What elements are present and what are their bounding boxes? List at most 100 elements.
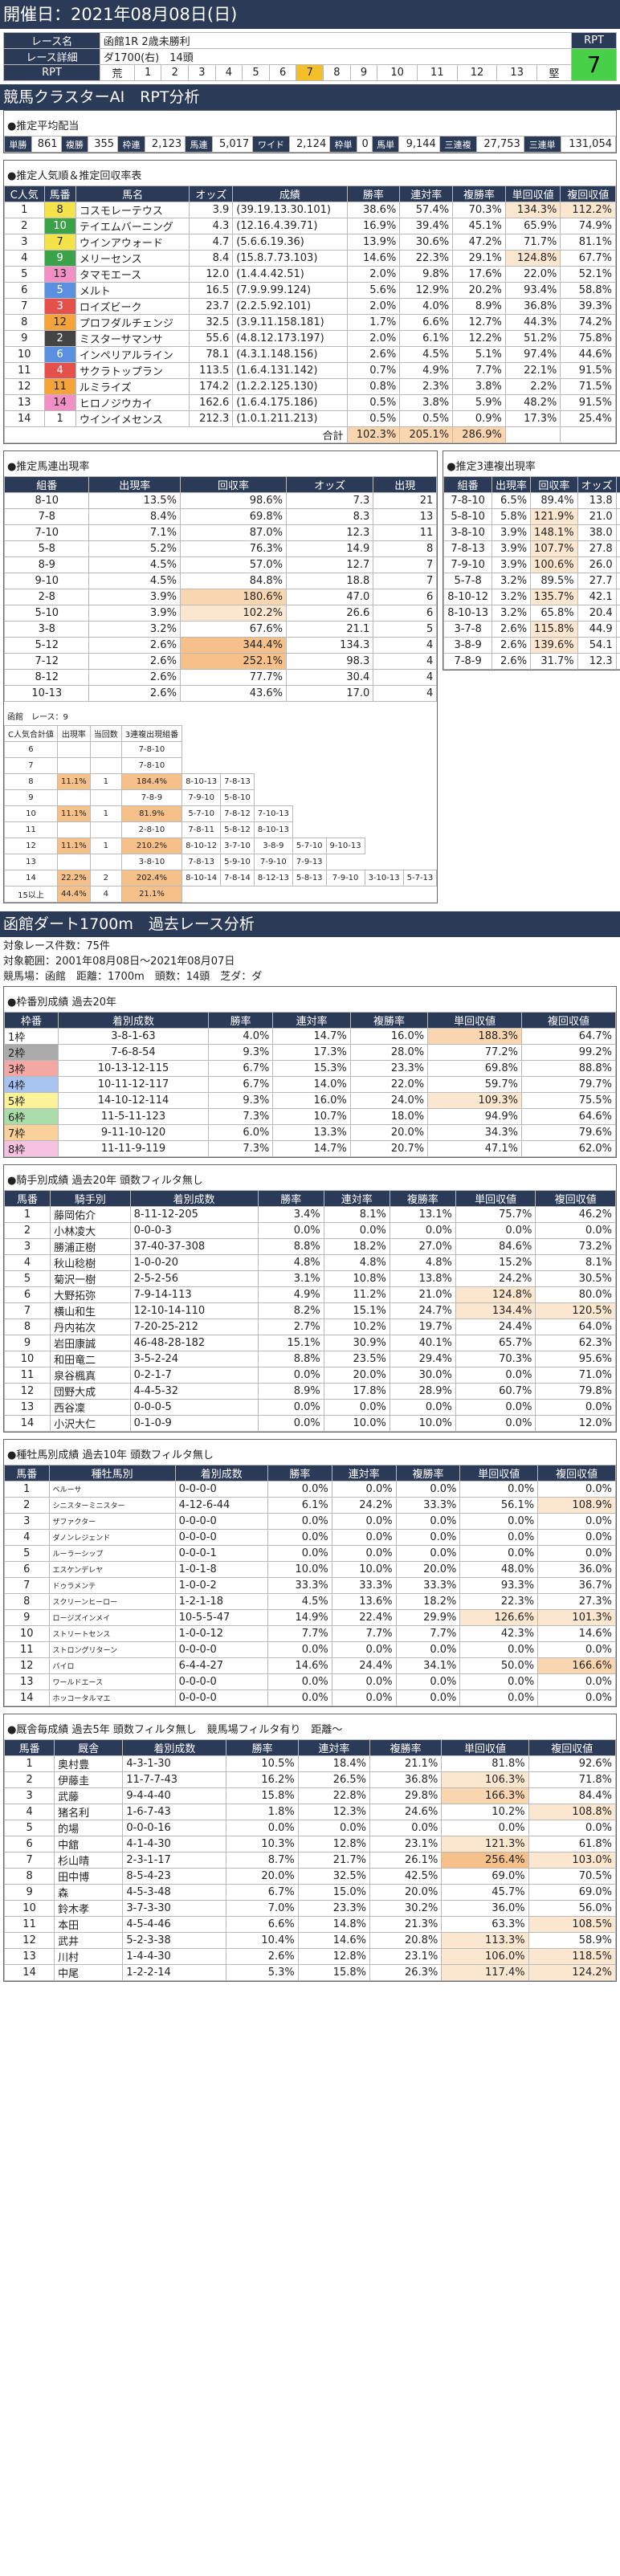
table-cell: 22.0%	[349, 1076, 429, 1093]
combo-cell	[56, 741, 91, 758]
table-cell: 0.0%	[455, 1367, 536, 1384]
table-cell: 4-12-6-44	[174, 1497, 268, 1514]
table-cell: 0.0%	[395, 1529, 461, 1546]
combo-cell: 11.1%	[56, 773, 91, 790]
table-cell: 14	[3, 1415, 51, 1432]
column-header: 複勝率	[349, 1012, 429, 1029]
table-cell: 9	[3, 1335, 51, 1351]
table-cell	[560, 426, 616, 443]
combo-row: 7 7-8-10	[4, 757, 437, 774]
table-cell: 25.4%	[560, 410, 616, 427]
table-cell: 12.3	[577, 653, 617, 670]
table-cell: 84.4%	[528, 1787, 617, 1804]
table-cell: 108.9%	[537, 1497, 616, 1514]
combo-cell: 12	[4, 838, 58, 854]
table-cell: メリーセンス	[75, 250, 190, 267]
table-cell: 中舘	[54, 1836, 124, 1853]
table-cell: 73.2%	[535, 1238, 616, 1255]
table-cell: 7.0%	[226, 1900, 299, 1917]
table-cell: 8.8%	[257, 1238, 324, 1255]
table-cell: ロイズビーク	[75, 298, 190, 315]
trainer-row: 2 伊藤圭 11-7-7-43 16.2% 26.5% 36.8% 106.3% 71.8%	[3, 1771, 617, 1788]
table-cell: 69.0%	[528, 1884, 617, 1901]
table-cell: 7-20-25-212	[129, 1319, 259, 1335]
table-cell: 7枠	[3, 1124, 59, 1141]
table-cell: 27.7	[577, 573, 617, 589]
popularity-row: 13 14 ヒロノジウカイ 162.6 (1.6.4.175.186) 0.5% 3.8% 5…	[4, 394, 616, 411]
table-cell: 26.3%	[369, 1964, 443, 1981]
table-cell: 1-0-0-2	[174, 1577, 268, 1594]
table-cell: 4.8%	[257, 1254, 324, 1271]
table-cell: 0-0-0-3	[129, 1222, 259, 1239]
trainer-box: ●厩舎毎成績 過去5年 頭数フィルタ無し 競馬場フィルタ有り 距離～ 馬番 厩舎 着別…	[3, 1714, 617, 1982]
table-cell: 36.7%	[537, 1577, 616, 1594]
table-cell: 4	[43, 362, 76, 379]
table-cell: 9-10	[3, 573, 90, 589]
table-cell: 7.7%	[395, 1625, 461, 1642]
table-cell: 5-8	[3, 540, 90, 557]
table-cell: 9	[43, 250, 76, 267]
table-cell: 0.0%	[535, 1399, 616, 1416]
combo-cell	[56, 821, 91, 838]
table-cell: 20.0%	[226, 1868, 299, 1885]
table-cell: 3.9%	[88, 589, 181, 605]
table-cell: 0.0%	[455, 1222, 536, 1239]
table-cell: 34.3%	[427, 1124, 523, 1141]
table-cell: 14.6%	[537, 1625, 616, 1642]
table-cell: 63.3%	[441, 1916, 529, 1933]
table-cell: 28.0%	[349, 1044, 429, 1061]
table-cell: 4.8%	[323, 1254, 390, 1271]
table-cell: 17.8%	[323, 1383, 390, 1400]
combo-cell: 210.2%	[120, 838, 183, 854]
table-cell: 52.1%	[560, 266, 616, 283]
table-cell: 5	[615, 589, 620, 605]
table-cell: (4.3.1.148.156)	[232, 346, 348, 363]
column-header: 回収率	[530, 476, 578, 493]
table-cell: 14.7%	[272, 1140, 351, 1157]
avg-label: 枠連	[117, 136, 145, 153]
table-cell: 13	[3, 1948, 55, 1965]
table-cell: 9.8%	[399, 266, 454, 283]
trainer-row: 13 川村 1-4-4-30 2.6% 12.8% 23.1% 106.0% 118.5%	[3, 1948, 617, 1965]
table-cell: 17.3%	[504, 410, 561, 427]
table-cell: 3-8-1-63	[58, 1028, 209, 1045]
table-cell: 26.6	[286, 605, 374, 622]
table-cell: 252.1%	[179, 653, 288, 670]
rpt-scale-cell: 荒	[100, 64, 135, 81]
table-cell: 47.0	[286, 589, 374, 605]
table-cell: 48.0%	[459, 1561, 539, 1578]
table-cell: 1.7%	[346, 314, 401, 331]
rpt-scale-cell: 6	[268, 64, 297, 81]
column-header: 着別成数	[58, 1012, 209, 1029]
table-cell: 0.0%	[331, 1529, 397, 1546]
table-cell: 32.5%	[297, 1868, 371, 1885]
avg-label: 馬単	[371, 136, 400, 153]
table-cell: 10.0%	[267, 1561, 332, 1578]
table-cell: 33.3%	[331, 1577, 397, 1594]
table-cell: 20.7%	[349, 1140, 429, 1157]
table-cell: 99.2%	[521, 1044, 616, 1061]
table-cell: (15.8.7.73.103)	[232, 250, 348, 267]
table-cell: 4	[373, 637, 438, 654]
jockey-row: 1 藤岡佑介 8-11-12-205 3.4% 8.1% 13.1% 75.7% 46.2%	[3, 1206, 616, 1223]
table-cell: 3	[4, 1513, 50, 1530]
table-cell: 75.8%	[560, 330, 616, 347]
combo-row: 12 11.1% 1 210.2% 8-10-12 3-7-10 3-8-9 5-7-10 9-…	[4, 838, 437, 854]
column-header: 連対率	[331, 1465, 397, 1482]
table-cell: 79.6%	[521, 1124, 616, 1141]
table-cell: 0-0-0-1	[174, 1545, 268, 1562]
table-cell: 13.3%	[272, 1124, 351, 1141]
table-cell: 6	[3, 1286, 51, 1303]
table-cell: 奥村豊	[54, 1755, 124, 1772]
table-cell: 121.3%	[441, 1836, 529, 1853]
table-cell: 0-0-0-0	[174, 1689, 268, 1706]
combo-title: 函館 レース：9	[7, 713, 68, 722]
table-cell: 4.9%	[257, 1286, 324, 1303]
table-cell: 13.1%	[389, 1206, 456, 1223]
table-cell: 26.0	[577, 556, 617, 573]
table-cell: 67.6%	[179, 621, 288, 638]
table-cell: 13	[4, 1673, 50, 1690]
table-cell: 14	[3, 1964, 55, 1981]
table-cell: 6.5%	[492, 492, 532, 509]
table-cell: ストリートセンス	[48, 1625, 176, 1642]
